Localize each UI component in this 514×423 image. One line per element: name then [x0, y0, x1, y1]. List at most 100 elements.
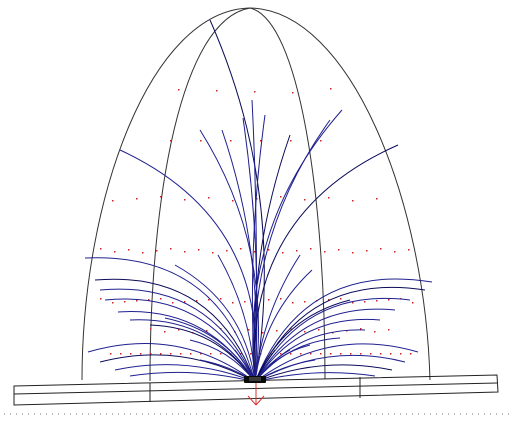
sample-point [200, 140, 202, 142]
sample-point [300, 353, 302, 355]
field-line [84, 257, 256, 383]
field-line [252, 109, 343, 383]
sample-point [230, 140, 232, 142]
sample-point [388, 329, 390, 331]
field-line [94, 278, 256, 383]
sample-point [318, 329, 320, 331]
dome-left-meridian [149, 7, 251, 382]
sample-point [290, 140, 292, 142]
sample-point [360, 353, 362, 355]
sample-point [180, 353, 182, 355]
sample-point [256, 198, 258, 200]
sample-point [330, 353, 332, 355]
sample-point [240, 248, 242, 250]
sample-point [290, 328, 292, 330]
sample-point [156, 250, 158, 252]
sample-point [172, 302, 174, 304]
field-line [254, 269, 313, 383]
sample-point [280, 353, 282, 355]
field-line [99, 288, 256, 383]
sample-point [178, 329, 180, 331]
sample-point [408, 249, 410, 251]
sample-point [120, 353, 122, 355]
sample-point [100, 248, 102, 250]
sample-point [328, 197, 330, 199]
sample-point [244, 301, 246, 303]
sample-point [150, 328, 152, 330]
sample-point [160, 298, 162, 300]
sample-point [282, 252, 284, 254]
sample-point [140, 353, 142, 355]
sample-point [340, 298, 342, 300]
sample-point [112, 302, 114, 304]
sample-point [370, 353, 372, 355]
sample-point [184, 251, 186, 253]
field-line [254, 343, 419, 383]
sample-point [352, 252, 354, 254]
sample-point [262, 332, 264, 334]
field-line [254, 364, 393, 383]
field-line [199, 129, 259, 383]
sample-point [198, 249, 200, 251]
sample-point [394, 251, 396, 253]
sample-point [360, 328, 362, 330]
sample-point [190, 353, 192, 355]
base-plate-outline [13, 374, 499, 406]
field-line [129, 371, 256, 383]
sample-point [304, 331, 306, 333]
sample-point [212, 252, 214, 254]
field-line [119, 149, 257, 383]
sample-point [248, 329, 250, 331]
sample-point [112, 200, 114, 202]
sample-point [268, 299, 270, 301]
field-line [254, 299, 351, 383]
sample-point [320, 140, 322, 142]
sample-point [148, 299, 150, 301]
field-lines [84, 19, 433, 383]
sample-points [100, 88, 414, 355]
sample-point [350, 353, 352, 355]
field-line [254, 318, 381, 383]
sample-point [340, 353, 342, 355]
sample-point [178, 89, 180, 91]
field-line [254, 278, 433, 383]
sample-point [364, 301, 366, 303]
sample-point [328, 299, 330, 301]
sample-point [366, 250, 368, 252]
emitter-core [249, 377, 261, 381]
field-line [253, 144, 399, 383]
sample-point [310, 353, 312, 355]
field-line [217, 254, 256, 383]
sample-point [160, 353, 162, 355]
sample-point [260, 140, 262, 142]
sample-point [170, 353, 172, 355]
field-line [87, 343, 256, 383]
sample-point [142, 252, 144, 254]
sample-point [124, 301, 126, 303]
field-line [209, 19, 265, 383]
force-arrow-head-left [247, 395, 257, 406]
sample-point [240, 353, 242, 355]
field-line [174, 264, 256, 383]
field-line [114, 364, 256, 383]
sample-point [130, 353, 132, 355]
sample-point [136, 300, 138, 302]
sample-point [292, 302, 294, 304]
sample-point [226, 250, 228, 252]
sample-point [208, 299, 210, 301]
sample-point [388, 299, 390, 301]
sample-point [338, 249, 340, 251]
sample-point [296, 250, 298, 252]
sample-point [280, 298, 282, 300]
sample-point [254, 91, 256, 93]
sample-point [210, 353, 212, 355]
sample-point [128, 249, 130, 251]
sample-point [290, 353, 292, 355]
sample-point [292, 92, 294, 94]
sample-point [164, 331, 166, 333]
sample-point [170, 248, 172, 250]
field-line [99, 354, 256, 383]
sample-point [352, 200, 354, 202]
